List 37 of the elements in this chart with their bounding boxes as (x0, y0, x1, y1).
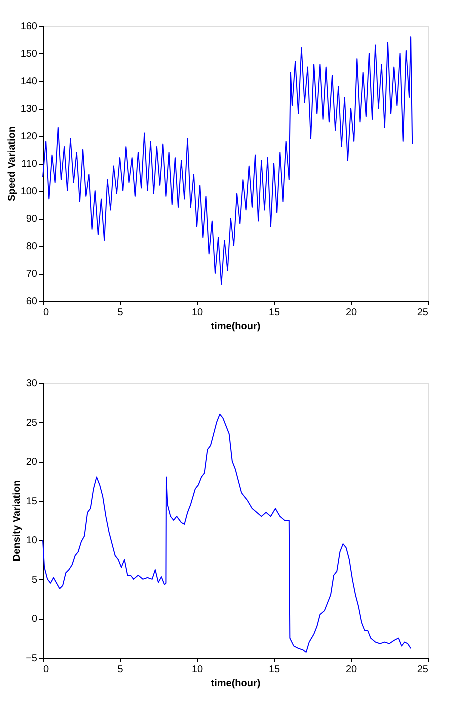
y-tick-label: 160 (20, 22, 38, 32)
y-tick-label: 15 (26, 496, 38, 508)
y-tick-label: 10 (26, 536, 38, 547)
x-tick-label: 0 (44, 308, 50, 318)
x-tick-label: 15 (268, 664, 280, 676)
y-tick-label: 70 (26, 269, 38, 280)
y-tick-label: 110 (22, 159, 38, 170)
y-tick-label: 25 (26, 418, 38, 429)
x-tick-label: 25 (417, 308, 429, 318)
x-tick-label: 10 (192, 664, 204, 676)
x-tick-label: 25 (417, 664, 429, 676)
x-tick-label: 20 (346, 308, 358, 318)
y-tick-label: −5 (26, 654, 38, 664)
line-series (42, 36, 414, 285)
y-tick-label: 130 (20, 104, 38, 115)
x-tick-label: 5 (118, 308, 124, 318)
y-tick-label: 30 (26, 378, 38, 390)
y-tick-label: 120 (20, 132, 38, 142)
x-axis-title: time(hour) (211, 322, 261, 332)
y-tick-label: 5 (32, 574, 38, 586)
y-tick-label: 90 (26, 214, 38, 225)
y-tick-label: 100 (20, 186, 38, 198)
x-tick-label: 20 (346, 664, 358, 676)
x-tick-label: 10 (192, 308, 204, 318)
x-tick-label: 5 (118, 664, 124, 676)
y-tick-label: 0 (32, 614, 38, 626)
x-axis-title: time(hour) (211, 678, 261, 690)
y-axis-title: Density Variation (12, 480, 24, 562)
y-tick-label: 150 (20, 49, 38, 60)
y-tick-label: 20 (26, 457, 38, 468)
y-tick-label: 80 (26, 242, 38, 252)
line-series (42, 414, 412, 653)
y-axis-title: Speed Variation (6, 126, 18, 202)
x-tick-label: 15 (268, 308, 280, 318)
x-tick-label: 0 (44, 664, 50, 676)
y-tick-label: 140 (20, 76, 38, 88)
y-tick-label: 60 (26, 296, 38, 308)
